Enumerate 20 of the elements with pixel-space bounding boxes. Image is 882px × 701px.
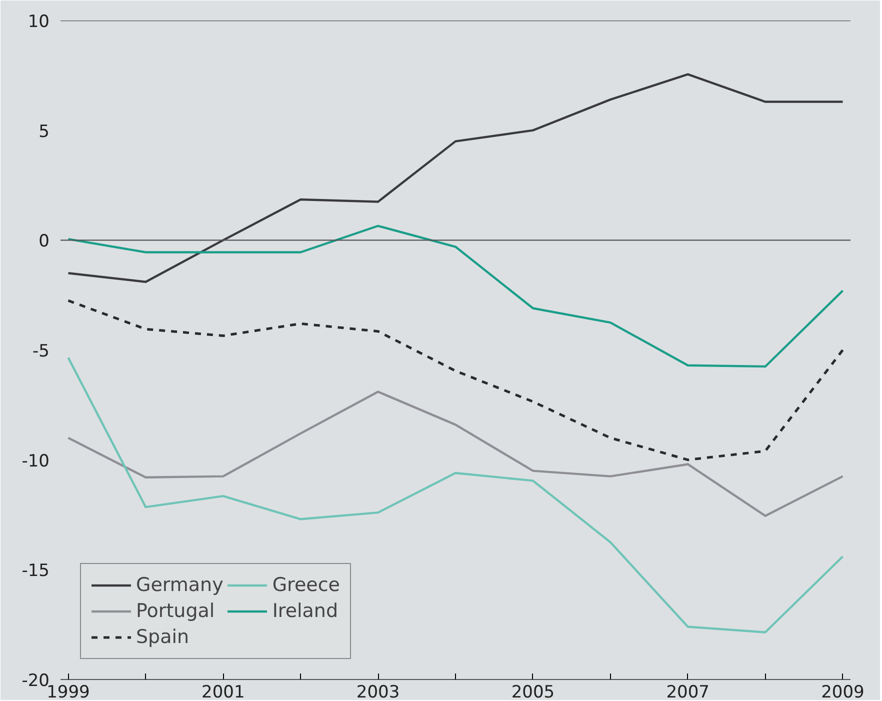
- legend-label: Germany: [136, 574, 224, 596]
- y-tick-label: -5: [32, 342, 50, 362]
- y-tick-label: 10: [28, 12, 50, 32]
- y-tick-label: -10: [22, 451, 50, 472]
- y-tick-label: -15: [22, 561, 50, 582]
- line-series: [67, 224, 844, 368]
- legend-label: Spain: [136, 626, 190, 648]
- line-series: [67, 73, 844, 284]
- x-tick-label: 2005: [511, 682, 555, 701]
- line-series: [67, 390, 844, 517]
- x-tick-label: 2001: [202, 682, 245, 701]
- legend-label: Portugal: [136, 600, 215, 622]
- line-series: [66, 299, 844, 462]
- x-tick-label: 2009: [821, 682, 864, 701]
- legend-label: Greece: [272, 574, 340, 596]
- x-tick-label: 2003: [356, 682, 400, 701]
- legend-label: Ireland: [272, 600, 338, 622]
- x-tick-label: 2007: [666, 682, 710, 701]
- y-tick-label: 5: [38, 122, 50, 142]
- y-tick-label: 0: [38, 232, 50, 252]
